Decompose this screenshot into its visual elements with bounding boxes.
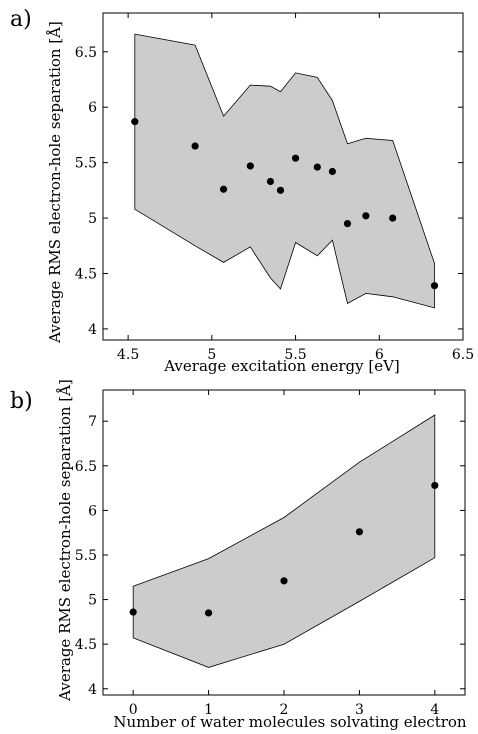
y-tick-label-a-4: 6: [88, 100, 97, 116]
x-tick-label-b-4: 4: [430, 702, 439, 718]
data-point-a-10: [362, 212, 370, 220]
data-point-a-5: [276, 186, 285, 194]
y-tick-label-a-1: 4.5: [75, 266, 97, 282]
x-tick-label-b-2: 2: [280, 702, 289, 718]
y-tick-label-a-2: 5: [88, 211, 97, 227]
data-point-a-2: [219, 185, 228, 193]
panel-label-b: b): [10, 389, 33, 414]
y-tick-label-b-1: 4.5: [75, 637, 97, 653]
x-tick-label-b-0: 0: [129, 702, 138, 718]
data-point-b-0: [129, 608, 137, 616]
y-tick-label-a-0: 4: [88, 322, 97, 338]
y-tick-label-b-5: 6.5: [75, 459, 97, 475]
x-tick-label-a-4: 6.5: [452, 347, 474, 363]
data-point-b-2: [280, 577, 288, 585]
x-tick-label-a-3: 6: [375, 347, 384, 363]
x-tick-label-a-2: 5.5: [284, 347, 306, 363]
y-axis-label-a: Average RMS electron-hole separation [Å]: [46, 21, 64, 344]
x-tick-label-a-1: 5: [207, 347, 216, 363]
x-tick-label-a-0: 4.5: [117, 347, 139, 363]
data-point-a-3: [246, 162, 254, 170]
spread-band-b: [132, 414, 436, 668]
data-point-a-11: [389, 214, 397, 222]
panel-a: a) Average RMS electron-hole separation …: [10, 7, 474, 375]
x-tick-label-b-3: 3: [355, 702, 364, 718]
plot-frame-a: [102, 12, 464, 341]
data-point-a-4: [266, 177, 275, 186]
y-tick-label-b-0: 4: [88, 682, 97, 698]
data-point-a-6: [291, 154, 300, 162]
data-point-b-3: [355, 528, 364, 536]
data-point-a-0: [131, 118, 139, 126]
y-tick-label-b-4: 6: [88, 503, 97, 519]
y-tick-label-a-3: 5.5: [75, 156, 97, 172]
y-tick-label-b-2: 5: [88, 593, 97, 609]
y-tick-label-b-6: 7: [88, 414, 97, 430]
spread-band-a: [134, 33, 435, 309]
panel-b: b) Average RMS electron-hole separation …: [10, 379, 467, 731]
data-point-a-12: [430, 282, 439, 290]
data-point-a-1: [191, 142, 199, 150]
x-axis-label-b: Number of water molecules solvating elec…: [113, 713, 467, 731]
x-axis-label-a: Average excitation energy [eV]: [163, 357, 400, 375]
y-axis-label-b: Average RMS electron-hole separation [Å]: [56, 379, 74, 702]
x-tick-label-b-1: 1: [204, 702, 213, 718]
y-tick-label-b-3: 5.5: [75, 548, 97, 564]
data-point-a-7: [313, 163, 321, 171]
data-point-b-1: [204, 609, 213, 617]
data-point-a-8: [328, 167, 336, 176]
panel-label-a: a): [10, 7, 32, 32]
y-tick-label-a-5: 6.5: [75, 45, 97, 61]
data-point-b-4: [431, 481, 439, 490]
data-point-a-9: [343, 220, 352, 228]
